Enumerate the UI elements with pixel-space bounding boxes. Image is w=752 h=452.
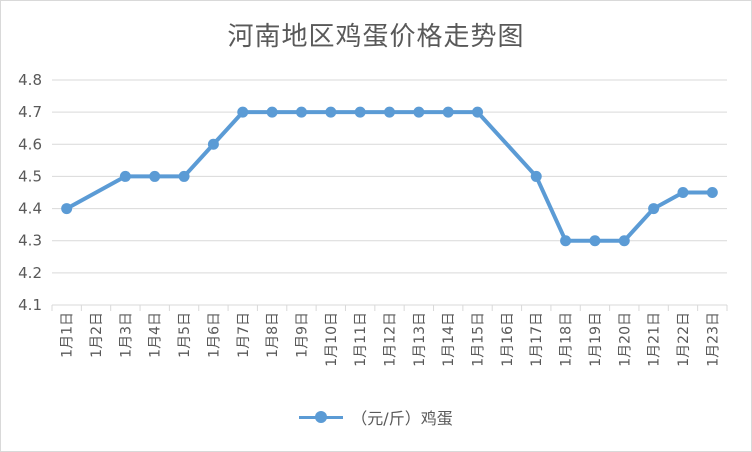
data-point <box>384 106 395 118</box>
y-tick-label: 4.2 <box>18 264 42 282</box>
x-tick-label: 1月8日 <box>265 312 281 358</box>
y-tick-label: 4.6 <box>18 135 42 153</box>
x-tick-label: 1月3日 <box>118 312 134 358</box>
data-point <box>61 203 73 215</box>
x-tick-label: 1月22日 <box>676 312 692 367</box>
data-point <box>149 170 161 182</box>
x-tick-label: 1月1日 <box>60 312 76 358</box>
x-tick-label: 1月4日 <box>148 312 164 358</box>
y-tick-label: 4.5 <box>18 167 42 185</box>
data-point <box>237 106 249 118</box>
x-tick-label: 1月7日 <box>236 312 252 358</box>
x-tick-label: 1月19日 <box>588 312 604 367</box>
data-point <box>413 106 425 118</box>
legend-marker-icon <box>299 409 344 425</box>
data-point <box>677 187 689 198</box>
x-tick-label: 1月13日 <box>412 312 428 367</box>
data-point <box>472 106 484 118</box>
x-tick-label: 1月2日 <box>89 312 105 358</box>
data-point <box>560 235 572 247</box>
data-point <box>295 106 307 118</box>
y-tick-label: 4.7 <box>18 103 42 121</box>
x-tick-label: 1月10日 <box>324 312 340 367</box>
x-tick-label: 1月16日 <box>500 312 516 367</box>
x-tick-label: 1月21日 <box>647 312 663 367</box>
legend: （元/斤）鸡蛋 <box>0 405 752 429</box>
data-point <box>706 187 718 198</box>
legend-label: （元/斤）鸡蛋 <box>351 409 453 428</box>
data-point <box>266 106 278 118</box>
y-tick-label: 4.3 <box>18 232 42 250</box>
data-point <box>178 170 190 182</box>
x-tick-label: 1月5日 <box>177 312 193 358</box>
x-tick-label: 1月6日 <box>206 312 222 358</box>
x-tick-label: 1月11日 <box>353 312 369 367</box>
y-tick-label: 4.1 <box>18 296 42 314</box>
x-tick-label: 1月12日 <box>383 312 399 367</box>
data-point <box>618 235 630 247</box>
y-tick-label: 4.8 <box>18 71 42 89</box>
data-point <box>589 235 601 247</box>
data-point <box>325 106 337 118</box>
data-point <box>119 170 131 182</box>
data-point <box>648 203 660 215</box>
data-point <box>530 170 542 182</box>
data-point <box>207 138 219 150</box>
x-tick-label: 1月14日 <box>441 312 457 367</box>
y-tick-label: 4.4 <box>18 200 42 218</box>
chart-title: 河南地区鸡蛋价格走势图 <box>227 22 525 52</box>
legend-item: （元/斤）鸡蛋 <box>299 405 453 429</box>
data-point <box>354 106 366 118</box>
x-tick-label: 1月15日 <box>471 312 487 367</box>
x-tick-label: 1月20日 <box>617 312 633 367</box>
data-point <box>442 106 454 118</box>
x-tick-label: 1月17日 <box>529 312 545 367</box>
x-tick-label: 1月18日 <box>559 312 575 367</box>
x-tick-label: 1月9日 <box>294 312 310 358</box>
x-tick-label: 1月23日 <box>705 312 721 367</box>
